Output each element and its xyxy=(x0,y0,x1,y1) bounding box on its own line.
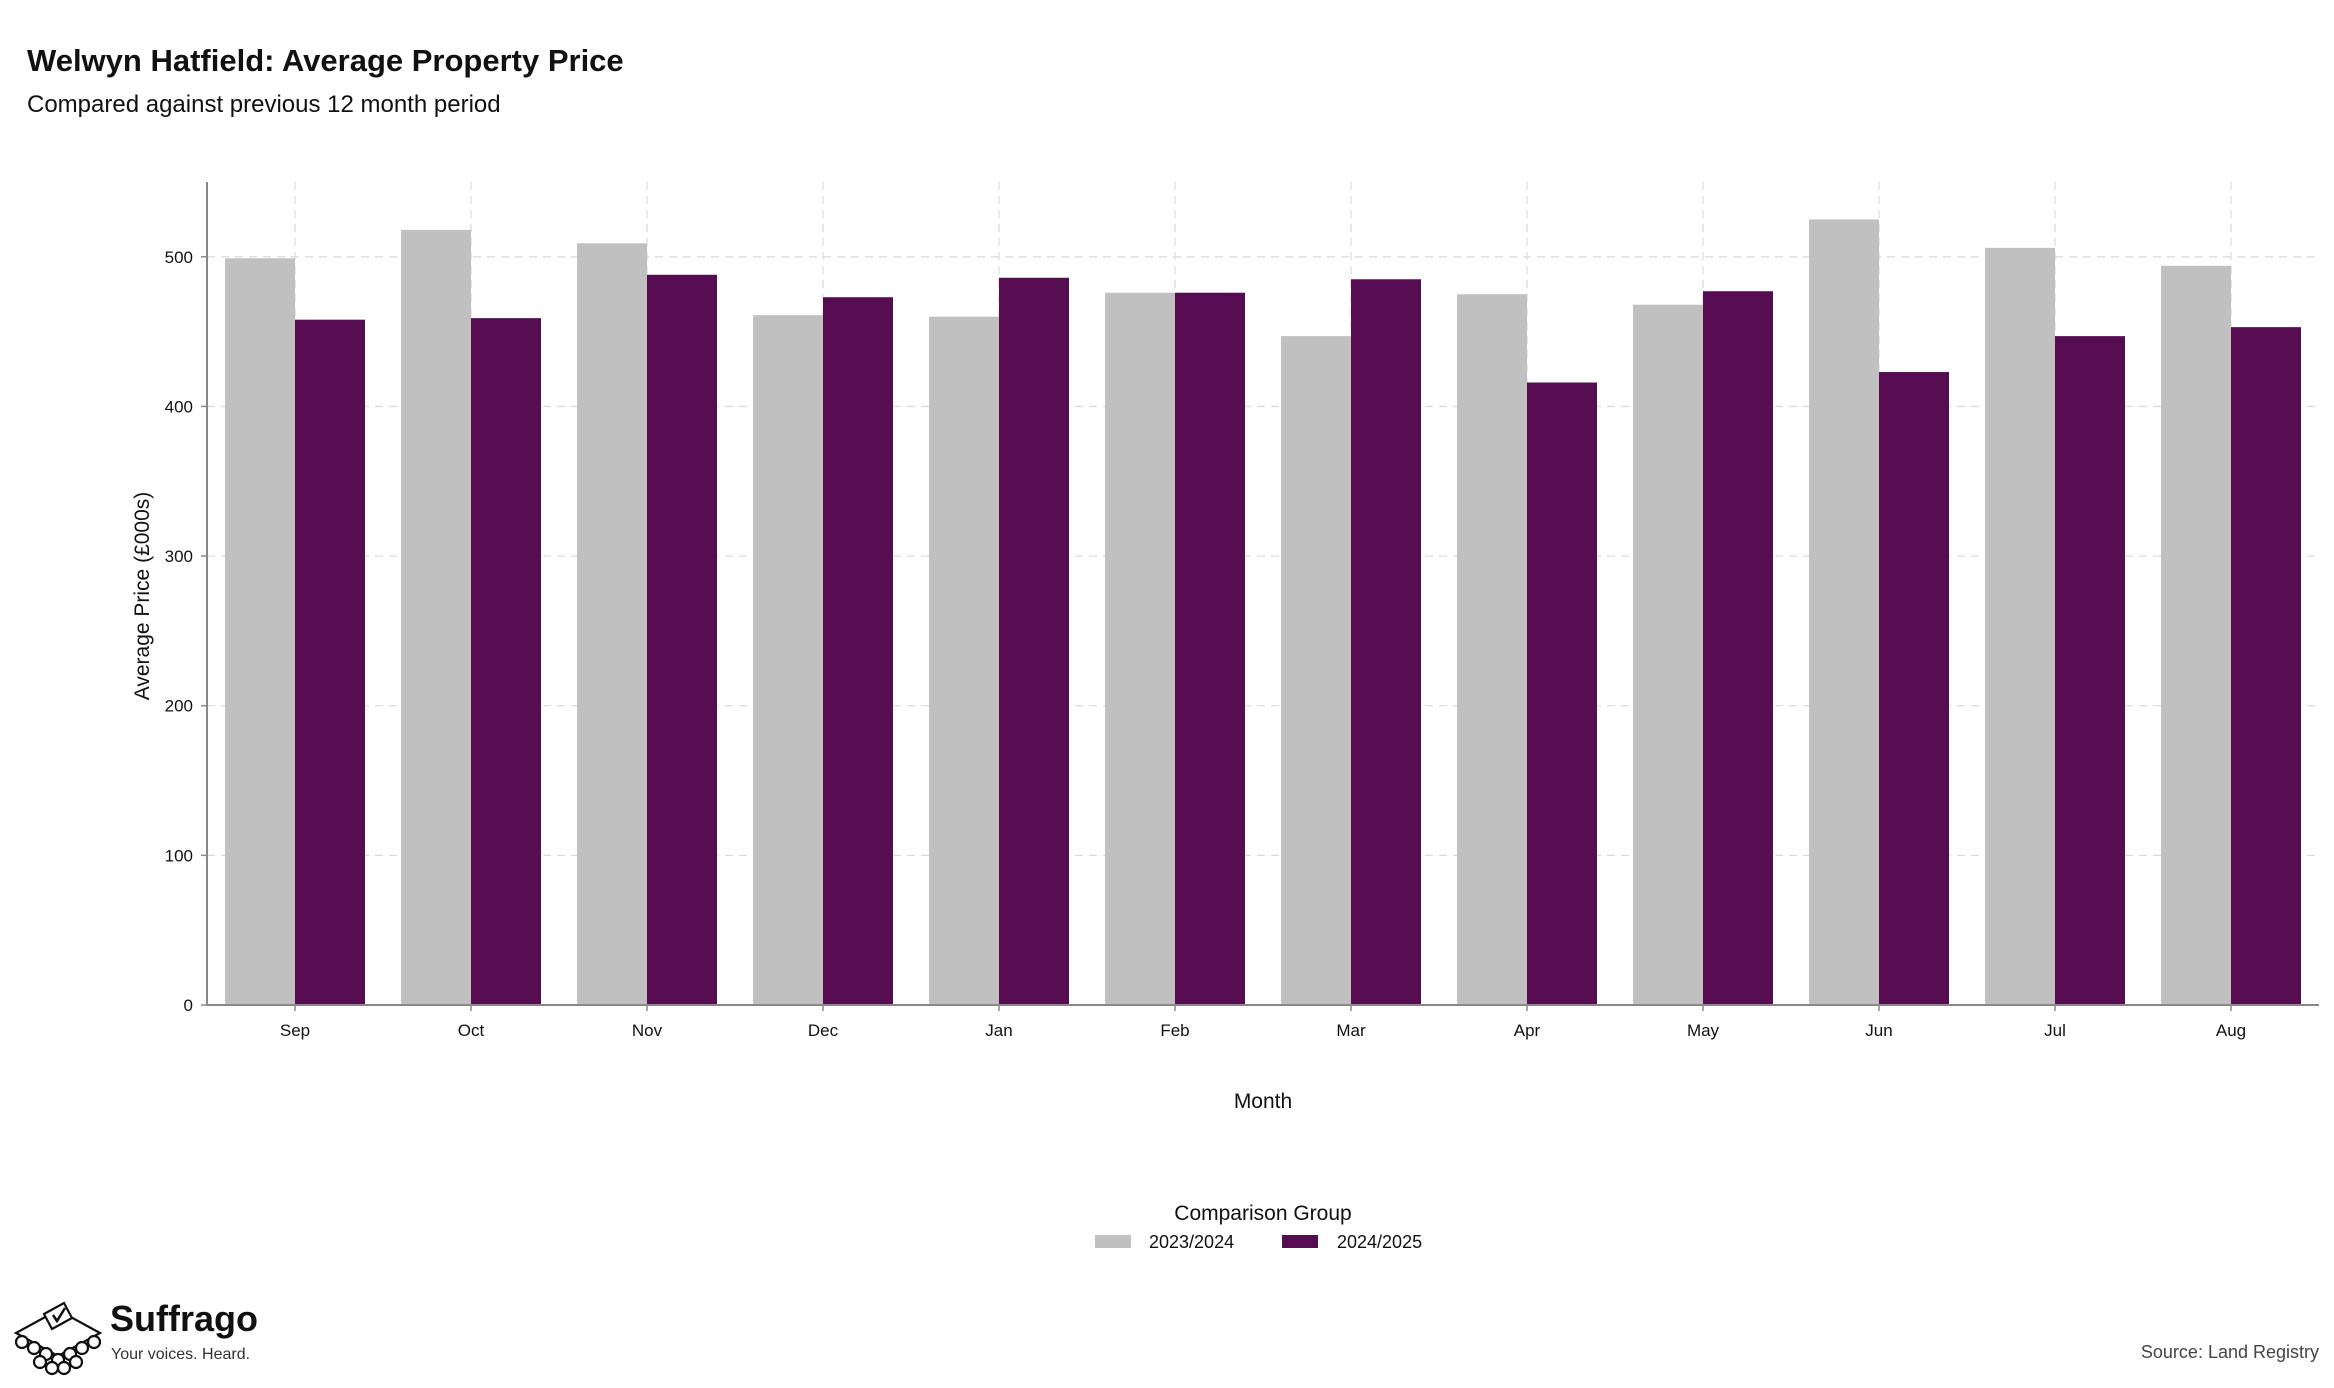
bar-2024-2025-mar xyxy=(1351,279,1421,1005)
x-tick-label: Nov xyxy=(632,1021,663,1040)
bar-2023-2024-oct xyxy=(401,229,471,1005)
bars xyxy=(225,219,2301,1006)
brand-tagline: Your voices. Heard. xyxy=(111,1346,250,1363)
legend-label-2024-2025: 2024/2025 xyxy=(1337,1232,1422,1252)
chart-title: Welwyn Hatfield: Average Property Price xyxy=(27,43,624,78)
x-tick-label: Apr xyxy=(1514,1021,1541,1040)
x-tick-label: Feb xyxy=(1160,1021,1189,1040)
axes xyxy=(206,182,2319,1006)
bar-2023-2024-jun xyxy=(1809,219,1879,1006)
legend-title: Comparison Group xyxy=(1174,1202,1351,1225)
bar-2023-2024-may xyxy=(1633,304,1703,1006)
x-tick-label: May xyxy=(1687,1021,1720,1040)
bar-2023-2024-apr xyxy=(1457,294,1527,1005)
bar-2023-2024-mar xyxy=(1281,336,1351,1005)
y-tick-label: 100 xyxy=(165,846,193,865)
x-tick-label: Oct xyxy=(458,1021,485,1040)
bar-2023-2024-feb xyxy=(1105,292,1175,1005)
bar-2024-2025-feb xyxy=(1175,292,1245,1005)
bar-2024-2025-dec xyxy=(823,297,893,1006)
x-tick-label: Jul xyxy=(2044,1021,2066,1040)
x-tick-label: Aug xyxy=(2216,1021,2246,1040)
bar-2023-2024-dec xyxy=(753,315,823,1005)
y-tick-label: 0 xyxy=(184,996,193,1015)
x-tick-label: Dec xyxy=(808,1021,839,1040)
bar-2024-2025-nov xyxy=(647,274,717,1005)
tick-labels: 0 100 200 300 400 500 Sep Oct Nov Dec Jan Feb Mar Apr… xyxy=(165,248,2247,1040)
legend-label-2023-2024: 2023/2024 xyxy=(1149,1232,1234,1252)
y-axis-title: Average Price (£000s) xyxy=(131,492,154,701)
bar-2024-2025-oct xyxy=(471,318,541,1006)
bar-2024-2025-sep xyxy=(295,319,365,1005)
brand-logo: Suffrago Your voices. Heard. xyxy=(13,1298,258,1376)
y-tick-label: 500 xyxy=(165,248,193,267)
chart-subtitle: Compared against previous 12 month perio… xyxy=(27,91,501,118)
bar-2024-2025-jul xyxy=(2055,336,2125,1005)
x-axis-title: Month xyxy=(1234,1090,1292,1113)
x-tick-label: Jan xyxy=(985,1021,1012,1040)
bar-2023-2024-nov xyxy=(577,243,647,1006)
y-tick-label: 200 xyxy=(165,697,193,716)
bar-2024-2025-may xyxy=(1703,291,1773,1005)
legend: Comparison Group 2023/2024 2024/2025 xyxy=(1095,1202,1422,1252)
bar-2024-2025-aug xyxy=(2231,327,2301,1005)
x-tick-label: Sep xyxy=(280,1021,310,1040)
bar-2023-2024-sep xyxy=(225,258,295,1005)
y-tick-label: 300 xyxy=(165,547,193,566)
brand-name: Suffrago xyxy=(110,1298,258,1339)
bar-2024-2025-jan xyxy=(999,277,1069,1005)
bar-2023-2024-jan xyxy=(929,316,999,1005)
bar-2023-2024-aug xyxy=(2161,265,2231,1005)
source-note: Source: Land Registry xyxy=(2141,1342,2319,1362)
x-tick-label: Jun xyxy=(1865,1021,1892,1040)
x-tick-label: Mar xyxy=(1336,1021,1366,1040)
y-tick-label: 400 xyxy=(165,397,193,416)
legend-swatch-2023-2024 xyxy=(1095,1235,1131,1248)
bar-2024-2025-apr xyxy=(1527,382,1597,1006)
bar-2024-2025-jun xyxy=(1879,372,1949,1005)
legend-swatch-2024-2025 xyxy=(1282,1235,1318,1248)
bar-2023-2024-jul xyxy=(1985,247,2055,1006)
ballot-box-icon xyxy=(13,1301,103,1376)
